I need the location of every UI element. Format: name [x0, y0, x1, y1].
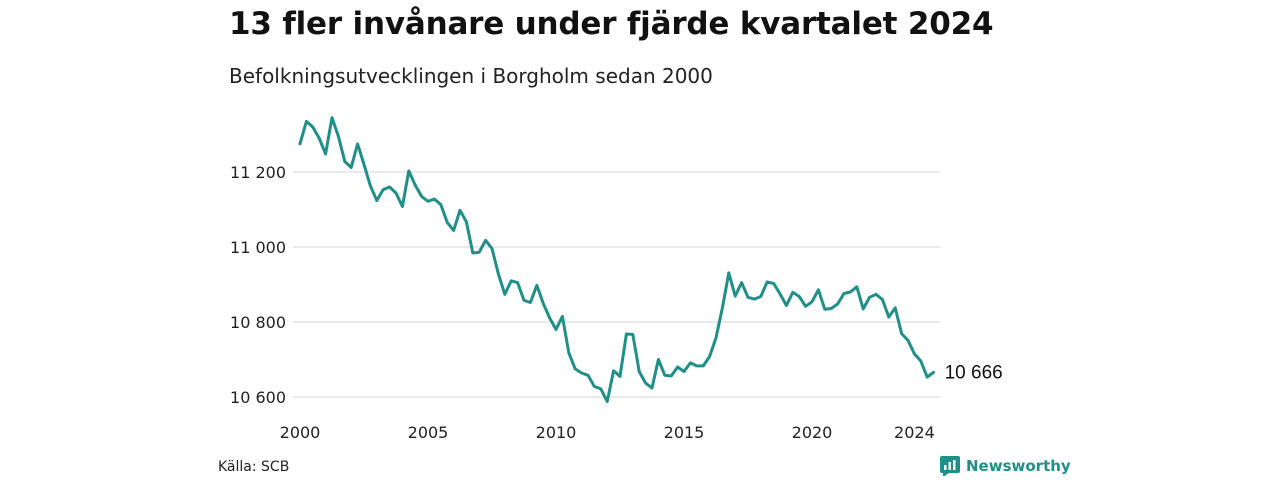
x-tick-label: 2020 [792, 423, 833, 442]
grid-lines [293, 171, 940, 398]
y-tick-label: 10 800 [230, 313, 286, 332]
chart-title: 13 fler invånare under fjärde kvartalet … [229, 6, 994, 42]
series-line [298, 116, 936, 403]
end-value-label: 10 666 [945, 362, 1003, 383]
brand-name: Newsworthy [966, 457, 1071, 475]
y-tick-label: 10 600 [230, 388, 286, 407]
y-axis-ticks: 10 600 10 800 11 000 11 200 [230, 163, 286, 407]
x-tick-label: 2015 [664, 423, 705, 442]
x-tick-label: 2005 [408, 423, 449, 442]
chart-subtitle: Befolkningsutvecklingen i Borgholm sedan… [229, 64, 713, 88]
newsworthy-logo-icon [940, 456, 960, 476]
y-tick-label: 11 000 [230, 238, 286, 257]
x-tick-label: 2024 [894, 423, 935, 442]
brand-logo[interactable]: Newsworthy [940, 456, 1071, 476]
y-tick-label: 11 200 [230, 163, 286, 182]
x-axis-ticks: 2000 2005 2010 2015 2020 2024 [280, 423, 935, 442]
source-note: Källa: SCB [218, 459, 290, 475]
x-tick-label: 2000 [280, 423, 321, 442]
x-tick-label: 2010 [536, 423, 577, 442]
